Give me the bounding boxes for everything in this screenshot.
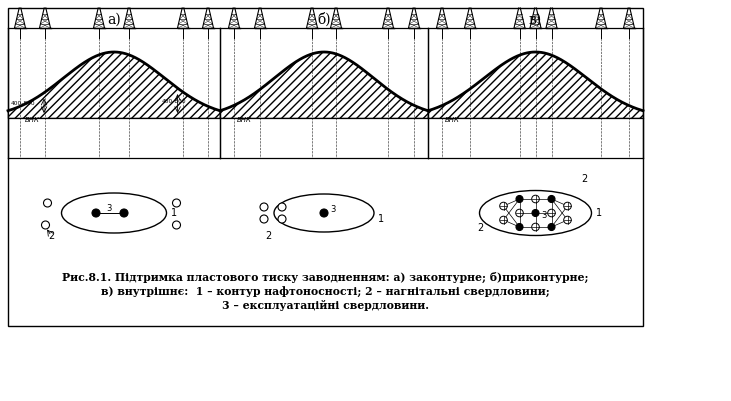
Circle shape: [500, 216, 507, 224]
Circle shape: [531, 195, 539, 203]
Circle shape: [278, 203, 286, 211]
Text: ВНК: ВНК: [445, 117, 461, 123]
Circle shape: [173, 199, 181, 207]
Text: Рис.8.1. Підтримка пластового тиску заводненням: а) законтурне; б)приконтурне;: Рис.8.1. Підтримка пластового тиску заво…: [62, 272, 588, 283]
Circle shape: [260, 203, 268, 211]
Text: в): в): [529, 13, 542, 27]
Circle shape: [515, 209, 523, 217]
Circle shape: [320, 209, 328, 217]
Circle shape: [531, 223, 539, 231]
Text: 2: 2: [581, 174, 588, 184]
Circle shape: [516, 196, 523, 203]
Text: 3 – експлуатаційні свердловини.: 3 – експлуатаційні свердловини.: [222, 300, 429, 311]
Circle shape: [120, 209, 128, 217]
Text: 1: 1: [596, 208, 602, 218]
Text: а): а): [107, 13, 121, 27]
Text: 3: 3: [330, 205, 336, 214]
Text: б): б): [317, 13, 331, 27]
Circle shape: [44, 199, 51, 207]
Text: ВНК: ВНК: [237, 117, 251, 123]
Text: 3: 3: [542, 211, 547, 220]
Circle shape: [92, 209, 100, 217]
Text: 1: 1: [170, 208, 177, 218]
Circle shape: [532, 209, 539, 217]
Polygon shape: [220, 52, 428, 118]
Text: в) внутрішнє:  1 – контур нафтоносності; 2 – нагнітальні свердловини;: в) внутрішнє: 1 – контур нафтоносності; …: [101, 286, 550, 297]
Circle shape: [548, 196, 555, 203]
Circle shape: [500, 202, 507, 210]
Text: 3: 3: [106, 204, 112, 213]
Circle shape: [42, 221, 50, 229]
Circle shape: [548, 209, 556, 217]
Text: 2: 2: [477, 223, 484, 233]
Polygon shape: [8, 52, 220, 118]
Text: 2: 2: [265, 231, 271, 241]
Text: 400-800: 400-800: [11, 101, 36, 106]
Circle shape: [564, 202, 572, 210]
Text: ВНК: ВНК: [25, 117, 40, 123]
Circle shape: [564, 216, 572, 224]
Polygon shape: [428, 52, 643, 118]
Circle shape: [278, 215, 286, 223]
Circle shape: [516, 223, 523, 231]
Circle shape: [548, 223, 555, 231]
Bar: [8, 8, 643, 326]
Text: 400-800: 400-800: [162, 99, 186, 104]
Text: 2: 2: [48, 231, 55, 241]
Text: 1: 1: [378, 214, 384, 224]
Circle shape: [260, 215, 268, 223]
Circle shape: [173, 221, 181, 229]
